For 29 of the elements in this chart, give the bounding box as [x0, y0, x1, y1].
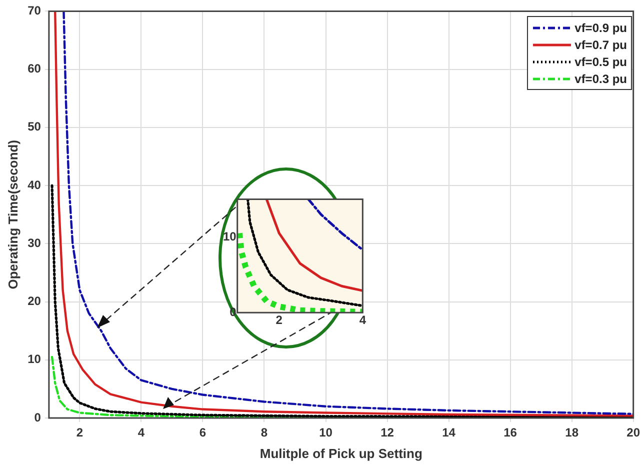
legend-label: vf=0.3 pu — [574, 72, 627, 86]
y-tick-label: 30 — [28, 236, 42, 250]
y-tick-label: 10 — [28, 352, 42, 366]
y-tick-label: 70 — [28, 4, 42, 18]
legend-label: vf=0.5 pu — [574, 54, 627, 68]
line-series — [307, 199, 363, 252]
y-tick-label: 0 — [34, 410, 42, 424]
legend-label: vf=0.9 pu — [574, 20, 627, 34]
x-tick-label: 12 — [380, 426, 394, 440]
x-tick-label: 2 — [76, 426, 84, 440]
x-tick-label: 18 — [565, 426, 579, 440]
x-tick-label: 6 — [199, 426, 206, 440]
y-tick-label: 0 — [230, 304, 237, 319]
y-tick-label: 60 — [28, 62, 42, 76]
x-tick-label: 2 — [276, 313, 283, 328]
x-tick-label: 4 — [359, 313, 366, 328]
y-axis-title: Operating Time(second) — [5, 140, 20, 290]
x-tick-label: 10 — [319, 426, 333, 440]
x-tick-label: 4 — [138, 426, 145, 440]
x-tick-label: 16 — [504, 426, 518, 440]
legend-label: vf=0.7 pu — [574, 38, 627, 52]
x-tick-label: 8 — [260, 426, 268, 440]
x-tick-label: 20 — [626, 426, 640, 440]
line-series — [246, 199, 363, 308]
y-tick-label: 50 — [28, 120, 42, 134]
y-tick-label: 20 — [28, 294, 42, 308]
y-tick-label: 40 — [28, 178, 42, 192]
x-axis-title: Mulitple of Pick up Setting — [260, 446, 422, 461]
x-tick-label: 14 — [442, 426, 456, 440]
